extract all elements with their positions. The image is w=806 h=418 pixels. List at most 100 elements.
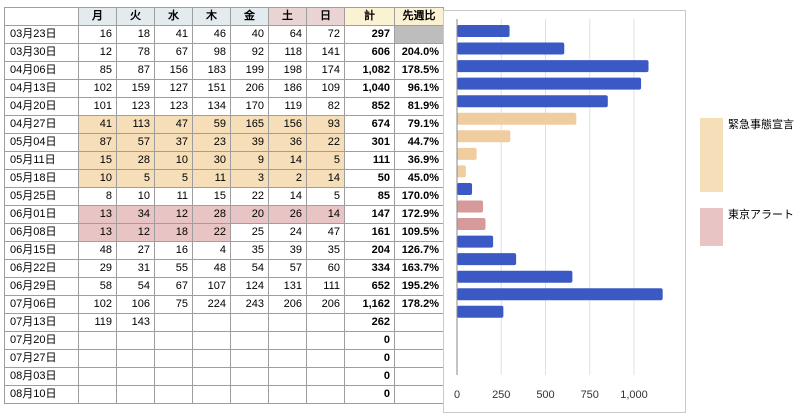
day-count-cell: 156 [268, 115, 307, 134]
day-count-cell [268, 313, 307, 332]
day-count-cell: 93 [306, 115, 345, 134]
bar-07月06日 [457, 288, 663, 301]
day-count-cell: 47 [306, 223, 345, 242]
day-count-cell: 113 [116, 115, 155, 134]
day-count-cell: 64 [268, 25, 307, 44]
day-count-cell: 39 [268, 241, 307, 260]
table-row: 07月13日 119 143 262 [4, 313, 444, 332]
week-total-cell: 204 [344, 241, 395, 260]
table-row: 07月27日 0 [4, 349, 444, 368]
week-ratio-cell [394, 313, 444, 332]
bar-04月13日 [457, 77, 642, 90]
week-ratio-cell: 45.0% [394, 169, 444, 188]
day-count-cell: 199 [230, 61, 269, 80]
day-count-cell: 10 [154, 151, 193, 170]
day-count-cell: 41 [154, 25, 193, 44]
day-count-cell: 57 [268, 259, 307, 278]
day-count-cell: 243 [230, 295, 269, 314]
day-count-cell [306, 313, 345, 332]
day-count-cell: 134 [192, 97, 231, 116]
bar-04月20日 [457, 95, 608, 108]
week-total-cell: 301 [344, 133, 395, 152]
day-count-cell: 30 [192, 151, 231, 170]
day-count-cell [192, 367, 231, 386]
day-count-cell: 92 [230, 43, 269, 62]
legend-label: 東京アラート [728, 209, 794, 221]
week-date-cell: 04月06日 [4, 61, 79, 80]
day-count-cell: 85 [78, 61, 117, 80]
week-date-cell: 06月01日 [4, 205, 79, 224]
day-count-cell: 20 [230, 205, 269, 224]
day-count-cell: 224 [192, 295, 231, 314]
day-count-cell: 67 [154, 277, 193, 296]
day-count-cell: 5 [154, 169, 193, 188]
week-total-cell: 0 [344, 349, 395, 368]
day-count-cell [154, 367, 193, 386]
week-ratio-cell: 96.1% [394, 79, 444, 98]
day-count-cell: 123 [116, 97, 155, 116]
week-ratio-cell: 163.7% [394, 259, 444, 278]
table-row: 06月29日 58 54 67 107 124 131 111 652 195.2% [4, 277, 444, 296]
day-count-cell: 87 [78, 133, 117, 152]
week-total-cell: 85 [344, 187, 395, 206]
week-date-cell: 03月30日 [4, 43, 79, 62]
day-count-cell [192, 331, 231, 350]
day-count-cell: 48 [78, 241, 117, 260]
day-count-cell: 22 [192, 223, 231, 242]
day-count-cell: 123 [154, 97, 193, 116]
day-count-cell: 35 [306, 241, 345, 260]
legend-swatch [700, 208, 723, 246]
bar-05月04日 [457, 130, 511, 143]
day-count-cell: 151 [192, 79, 231, 98]
x-tick-label: 500 [536, 389, 554, 401]
day-count-cell: 14 [306, 205, 345, 224]
day-count-cell [306, 349, 345, 368]
bar-06月08日 [457, 218, 486, 231]
day-count-cell: 206 [230, 79, 269, 98]
week-total-cell: 161 [344, 223, 395, 242]
bar-06月01日 [457, 200, 484, 213]
day-count-cell [230, 349, 269, 368]
day-count-cell: 11 [192, 169, 231, 188]
day-count-cell: 54 [230, 259, 269, 278]
day-count-cell: 27 [116, 241, 155, 260]
week-total-cell: 50 [344, 169, 395, 188]
column-header: 土 [268, 7, 307, 26]
day-count-cell [78, 349, 117, 368]
day-count-cell: 3 [230, 169, 269, 188]
day-count-cell [154, 349, 193, 368]
day-count-cell [78, 331, 117, 350]
day-count-cell: 2 [268, 169, 307, 188]
bar-03月23日 [457, 25, 510, 37]
header-corner-cell [4, 7, 79, 26]
column-header: 日 [306, 7, 345, 26]
day-count-cell: 206 [268, 295, 307, 314]
week-total-cell: 1,040 [344, 79, 395, 98]
day-count-cell [154, 331, 193, 350]
day-count-cell: 82 [306, 97, 345, 116]
day-count-cell: 124 [230, 277, 269, 296]
day-count-cell: 102 [78, 295, 117, 314]
day-count-cell [192, 385, 231, 404]
week-ratio-cell: 81.9% [394, 97, 444, 116]
day-count-cell [268, 367, 307, 386]
day-count-cell [116, 385, 155, 404]
day-count-cell: 28 [192, 205, 231, 224]
table-row: 04月27日 41 113 47 59 165 156 93 674 79.1% [4, 115, 444, 134]
table-row: 07月20日 0 [4, 331, 444, 350]
day-count-cell: 118 [268, 43, 307, 62]
bar-06月29日 [457, 270, 573, 283]
day-count-cell: 39 [230, 133, 269, 152]
day-count-cell: 198 [268, 61, 307, 80]
day-count-cell: 18 [116, 25, 155, 44]
week-date-cell: 04月13日 [4, 79, 79, 98]
day-count-cell: 72 [306, 25, 345, 44]
day-count-cell: 47 [154, 115, 193, 134]
week-total-cell: 334 [344, 259, 395, 278]
day-count-cell [268, 385, 307, 404]
day-count-cell: 106 [116, 295, 155, 314]
day-count-cell: 15 [192, 187, 231, 206]
week-ratio-cell [394, 349, 444, 368]
day-count-cell: 119 [78, 313, 117, 332]
day-count-cell: 183 [192, 61, 231, 80]
